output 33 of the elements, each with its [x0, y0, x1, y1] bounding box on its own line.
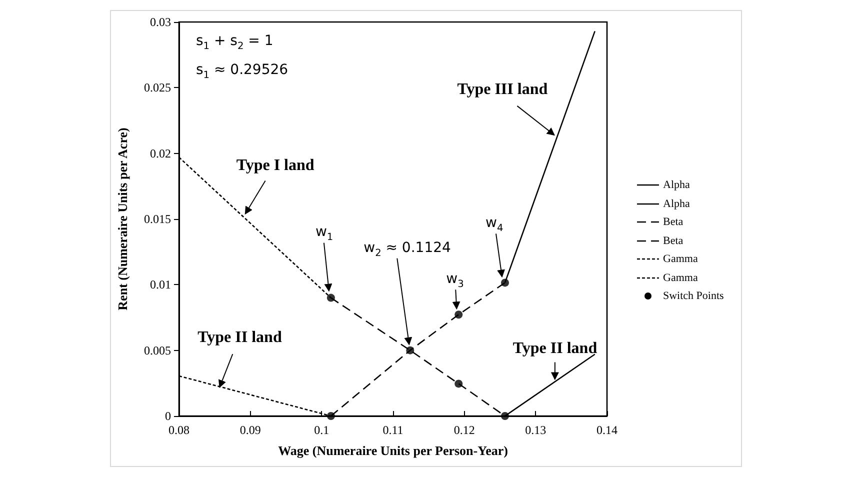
y-tick-label: 0.02 — [150, 146, 171, 160]
legend-label: Gamma — [663, 272, 698, 284]
y-tick-label: 0.03 — [150, 15, 171, 29]
annotation: w$_{1}$ — [315, 224, 334, 244]
legend-label: Switch Points — [663, 290, 724, 302]
x-tick-label: 0.08 — [168, 423, 190, 437]
y-tick-label: 0 — [165, 409, 171, 423]
y-tick-label: 0.015 — [144, 212, 171, 226]
legend-label: Alpha — [663, 198, 690, 210]
y-tick-label: 0.005 — [144, 343, 171, 358]
legend-label: Beta — [663, 234, 684, 247]
y-tick-label: 0.025 — [144, 80, 171, 95]
legend-label: Alpha — [663, 179, 690, 192]
x-tick-label: 0.14 — [596, 423, 618, 437]
x-tick-label: 0.1 — [314, 423, 330, 437]
annotation: Type II land — [198, 329, 282, 348]
annotation: s$_{1}$ ≈ 0.29526 — [196, 62, 288, 81]
annotation: w$_{3}$ — [446, 271, 464, 290]
annotation: Type II land — [512, 340, 598, 358]
x-tick-label: 0.13 — [525, 423, 546, 437]
x-axis-title: Wage (Numeraire Units per Person-Year) — [278, 443, 508, 458]
y-tick-label: 0.01 — [150, 278, 171, 292]
x-tick-label: 0.09 — [240, 423, 261, 437]
x-tick-label: 0.11 — [382, 423, 404, 437]
annotation: Type I land — [236, 156, 314, 175]
annotation: Type III land — [457, 80, 548, 99]
legend-label: Gamma — [663, 253, 698, 266]
annotation: w$_{4}$ — [485, 215, 504, 234]
annotation: s$_{1}$ + s$_{2}$ = 1 — [196, 33, 274, 52]
annotation: w$_{2}$ ≈ 0.1124 — [364, 240, 451, 259]
y-axis-title: Rent (Numeraire Units per Acre) — [115, 128, 130, 310]
legend-label: Beta — [663, 216, 684, 228]
x-tick-label: 0.12 — [454, 423, 475, 437]
